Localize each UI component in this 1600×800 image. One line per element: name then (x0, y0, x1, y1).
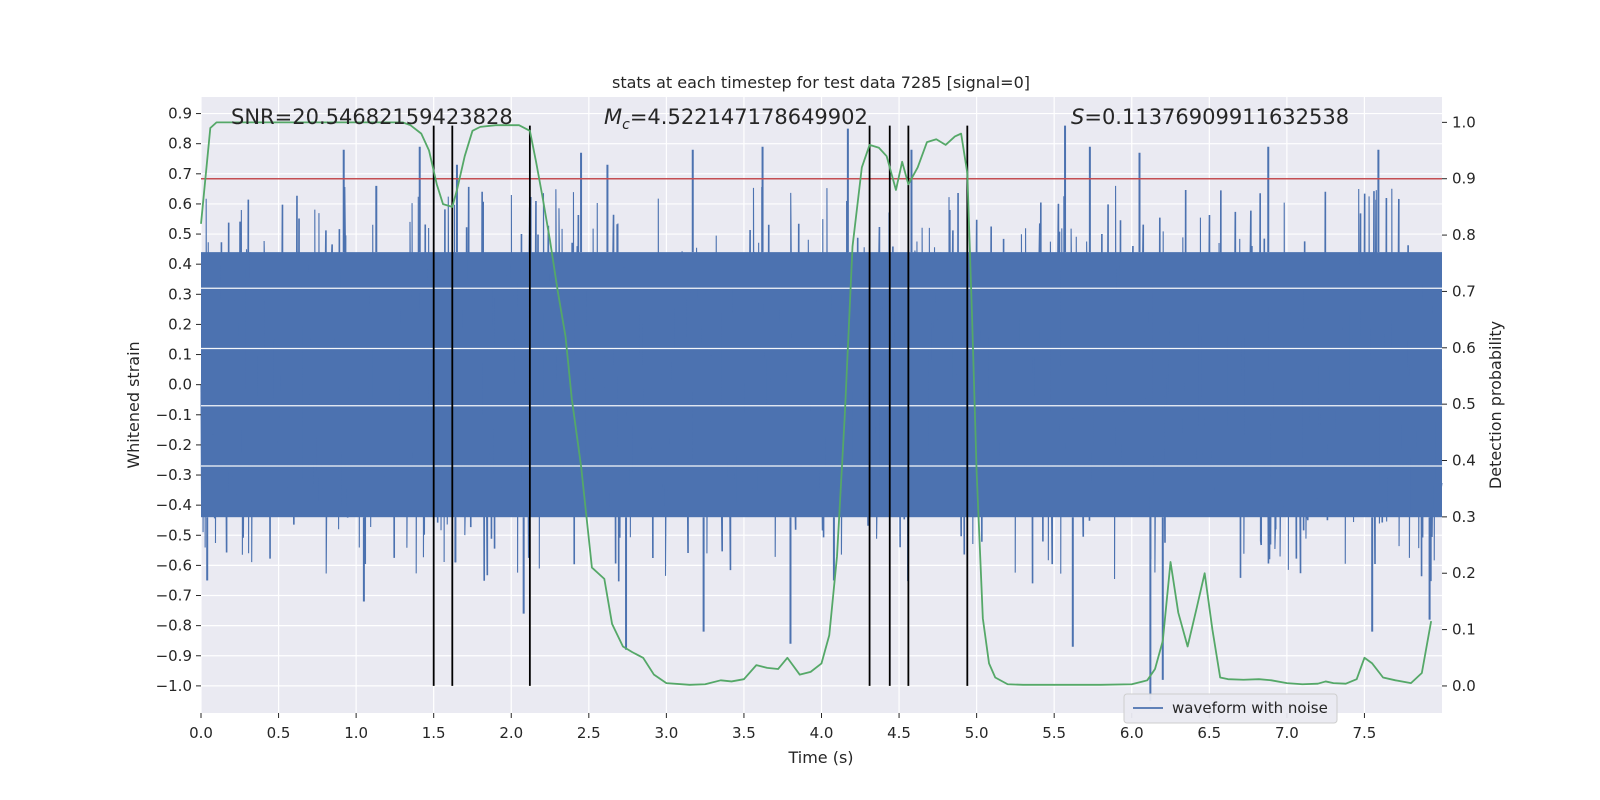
x-tick-label: 2.5 (577, 724, 601, 742)
x-tick-label: 5.5 (1042, 724, 1066, 742)
x-tick-label: 4.5 (887, 724, 911, 742)
x-tick-label: 3.0 (654, 724, 678, 742)
y-tick-label: −0.9 (156, 647, 192, 665)
y-tick-label: −0.5 (156, 526, 192, 544)
x-tick-label: 7.5 (1353, 724, 1377, 742)
annotation-mc-sub: c (622, 117, 630, 133)
y-tick-label: −1.0 (156, 677, 192, 695)
strain-series (200, 125, 1443, 701)
y-tick-label: 0.5 (168, 225, 192, 243)
y2-tick-label: 0.0 (1452, 677, 1476, 695)
overlay-lines (200, 121, 1442, 686)
y2-axis-label: Detection probability (1486, 321, 1505, 489)
annotation-mc-value: =4.522147178649902 (630, 105, 868, 129)
y2-tick-label: 0.4 (1452, 452, 1476, 470)
annotation-snr: SNR=20.54682159423828 (231, 105, 513, 129)
x-tick-label: 1.0 (344, 724, 368, 742)
y2-tick-label: 0.7 (1452, 282, 1476, 300)
y-tick-label: 0.9 (168, 105, 192, 123)
x-axis-label: Time (s) (787, 748, 853, 767)
y-tick-label: 0.4 (168, 255, 192, 273)
x-tick-label: 3.5 (732, 724, 756, 742)
probability-line (200, 121, 1433, 686)
annotation-s: S=0.11376909911632538 (1071, 105, 1349, 129)
annotation-s-symbol: S (1071, 105, 1084, 129)
y-tick-label: 0.6 (168, 195, 192, 213)
x-tick-label: 0.5 (267, 724, 291, 742)
x-tick-label: 4.0 (810, 724, 834, 742)
y2-tick-label: 0.8 (1452, 226, 1476, 244)
y-tick-label: 0.8 (168, 135, 192, 153)
y-axis-label: Whitened strain (124, 341, 143, 468)
ticks: 0.0 0.5 1.0 1.5 2.0 2.5 3.0 3.5 4.0 4.5 5.0 5.5 6.0 6… (156, 105, 1476, 742)
x-tick-label: 6.0 (1120, 724, 1144, 742)
y-tick-label: 0.1 (168, 346, 192, 364)
y2-tick-label: 0.6 (1452, 339, 1476, 357)
y2-tick-label: 0.9 (1452, 170, 1476, 188)
annotation-chirp-mass: Mc=4.522147178649902 (604, 105, 868, 133)
y-tick-label: −0.2 (156, 436, 192, 454)
y-tick-label: −0.3 (156, 466, 192, 484)
y2-tick-label: 0.2 (1452, 564, 1476, 582)
y2-tick-label: 0.3 (1452, 508, 1476, 526)
x-tick-label: 7.0 (1275, 724, 1299, 742)
y-tick-label: 0.3 (168, 285, 192, 303)
x-tick-label: 0.0 (189, 724, 213, 742)
y-tick-label: −0.1 (156, 406, 192, 424)
x-tick-label: 1.5 (422, 724, 446, 742)
y-tick-label: −0.8 (156, 617, 192, 635)
annotation-mc-symbol: M (604, 105, 622, 129)
y2-tick-label: 1.0 (1452, 113, 1476, 131)
y-tick-label: 0.7 (168, 165, 192, 183)
legend-box (1123, 693, 1338, 724)
legend-label: waveform with noise (1172, 699, 1328, 717)
y-tick-label: −0.6 (156, 556, 192, 574)
y2-tick-label: 0.5 (1452, 395, 1476, 413)
y-tick-label: −0.7 (156, 587, 192, 605)
x-tick-label: 5.0 (965, 724, 989, 742)
annotation-s-value: =0.11376909911632538 (1084, 105, 1349, 129)
y-tick-label: 0.2 (168, 315, 192, 333)
x-tick-label: 6.5 (1197, 724, 1221, 742)
y-tick-label: 0.0 (168, 376, 192, 394)
chart-title: stats at each timestep for test data 728… (612, 73, 1030, 92)
x-tick-label: 2.0 (499, 724, 523, 742)
y2-tick-label: 0.1 (1452, 621, 1476, 639)
legend: waveform with noise (1123, 693, 1338, 724)
y-tick-label: −0.4 (156, 496, 192, 514)
